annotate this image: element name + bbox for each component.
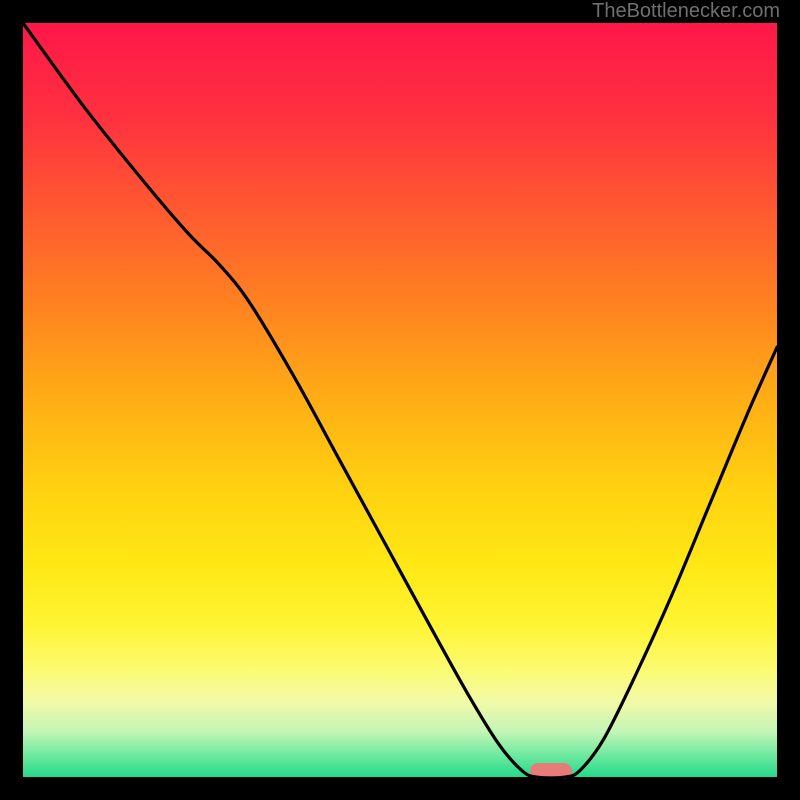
watermark-text: TheBottlenecker.com: [592, 0, 780, 23]
optimum-marker: [530, 763, 572, 779]
gradient-background: [23, 23, 777, 777]
chart-frame: TheBottlenecker.com: [0, 0, 800, 800]
